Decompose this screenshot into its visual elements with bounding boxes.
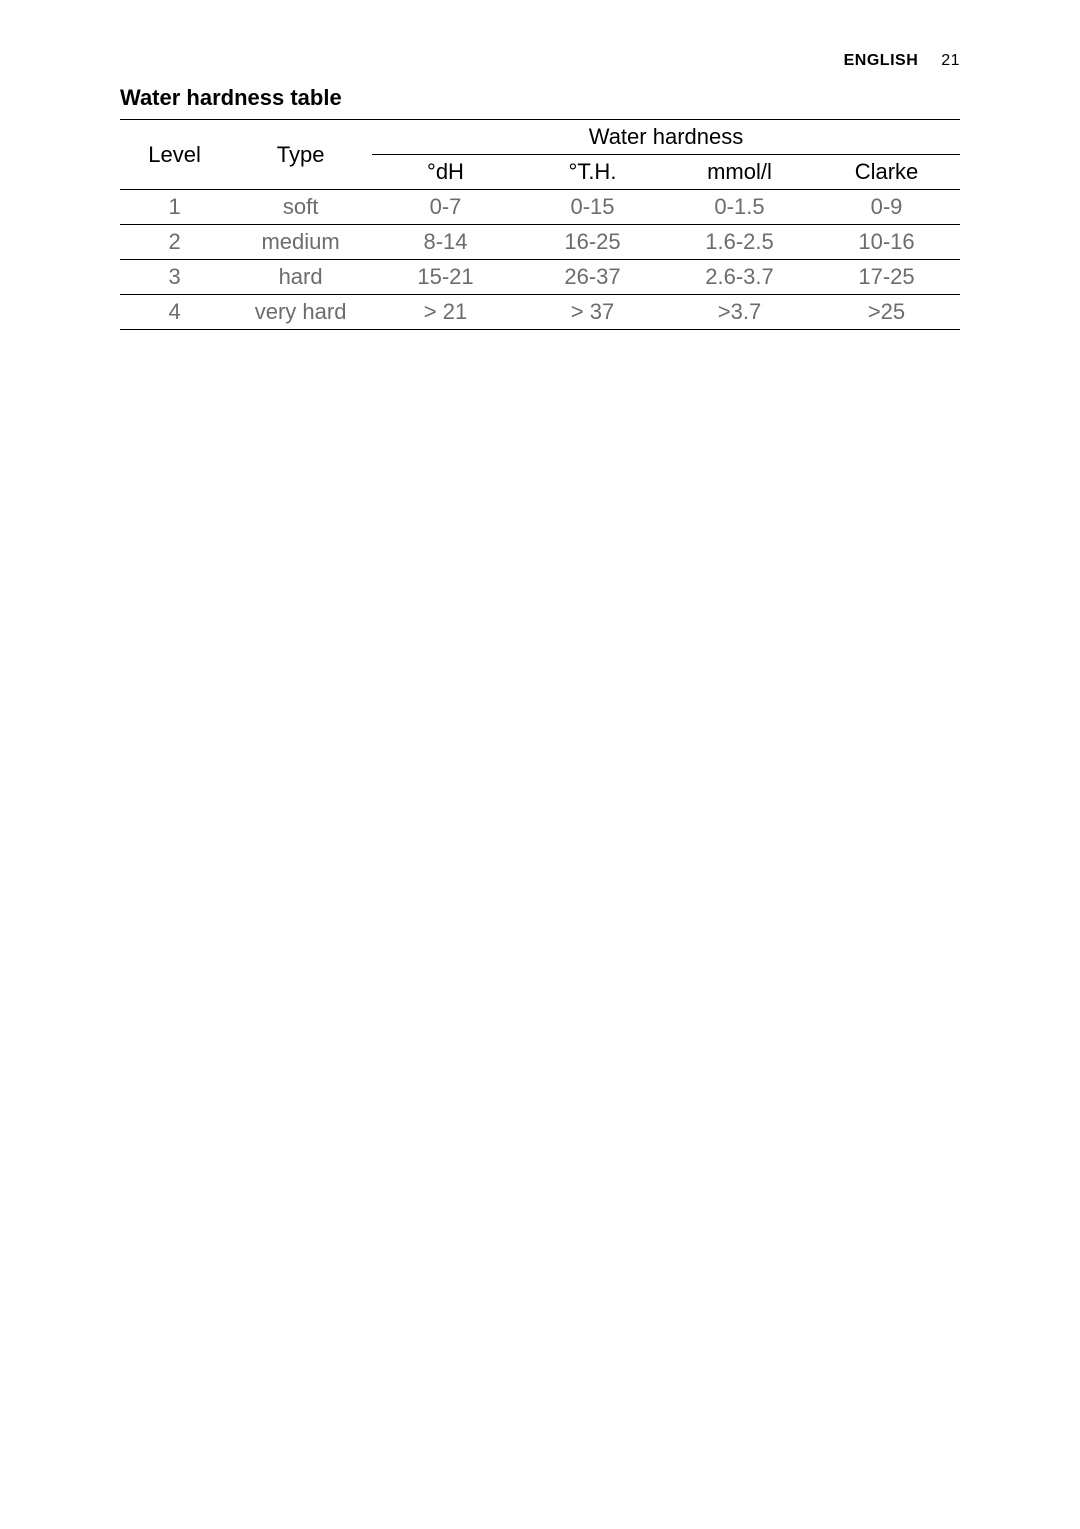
cell-mmol: 0-1.5 [666,190,813,225]
col-header-dh: °dH [372,155,519,190]
cell-th: 0-15 [519,190,666,225]
col-header-th: °T.H. [519,155,666,190]
cell-level: 3 [120,260,229,295]
cell-dh: > 21 [372,295,519,330]
page-number: 21 [941,52,960,69]
table-title: Water hardness table [120,85,960,111]
table-row: 1 soft 0-7 0-15 0-1.5 0-9 [120,190,960,225]
cell-type: very hard [229,295,372,330]
cell-dh: 15-21 [372,260,519,295]
cell-level: 1 [120,190,229,225]
cell-th: 26-37 [519,260,666,295]
cell-th: 16-25 [519,225,666,260]
content-area: Water hardness table Level Type Water ha… [120,85,960,330]
cell-mmol: 1.6-2.5 [666,225,813,260]
cell-dh: 8-14 [372,225,519,260]
water-hardness-table: Level Type Water hardness °dH °T.H. mmol… [120,119,960,330]
cell-clarke: 0-9 [813,190,960,225]
cell-th: > 37 [519,295,666,330]
cell-mmol: 2.6-3.7 [666,260,813,295]
cell-type: soft [229,190,372,225]
cell-type: hard [229,260,372,295]
table-row: 3 hard 15-21 26-37 2.6-3.7 17-25 [120,260,960,295]
table-row: 4 very hard > 21 > 37 >3.7 >25 [120,295,960,330]
page-header: ENGLISH 21 [844,52,960,70]
cell-clarke: 10-16 [813,225,960,260]
col-header-level: Level [120,120,229,190]
cell-dh: 0-7 [372,190,519,225]
cell-type: medium [229,225,372,260]
table-row: 2 medium 8-14 16-25 1.6-2.5 10-16 [120,225,960,260]
cell-mmol: >3.7 [666,295,813,330]
language-label: ENGLISH [844,52,919,69]
cell-clarke: >25 [813,295,960,330]
cell-clarke: 17-25 [813,260,960,295]
col-header-mmol: mmol/l [666,155,813,190]
cell-level: 4 [120,295,229,330]
col-header-type: Type [229,120,372,190]
cell-level: 2 [120,225,229,260]
col-header-clarke: Clarke [813,155,960,190]
col-header-water-hardness: Water hardness [372,120,960,155]
